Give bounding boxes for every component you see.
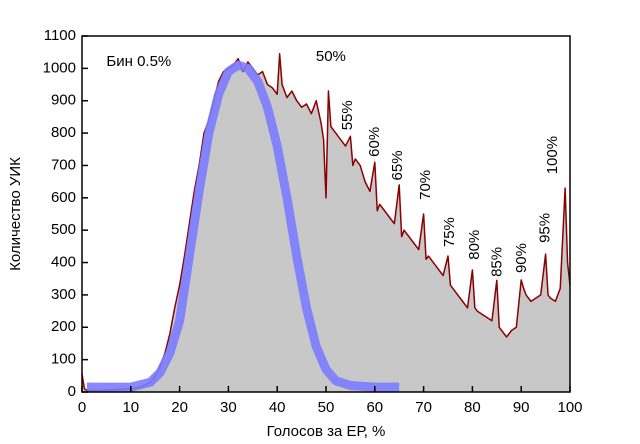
annotation: 90% xyxy=(513,243,530,273)
y-tick-label: 600 xyxy=(51,189,76,206)
annotation: 55% xyxy=(339,100,356,130)
y-tick-label: 0 xyxy=(68,383,76,400)
x-tick-label: 0 xyxy=(78,399,86,416)
annotation: 80% xyxy=(466,230,483,260)
x-tick-label: 30 xyxy=(220,399,237,416)
annotation: 50% xyxy=(316,48,346,65)
annotation: 100% xyxy=(544,136,561,174)
annotation: 95% xyxy=(537,213,554,243)
x-tick-label: 80 xyxy=(464,399,481,416)
annotation: 70% xyxy=(417,170,434,200)
x-tick-label: 60 xyxy=(366,399,383,416)
y-tick-label: 100 xyxy=(51,351,76,368)
y-tick-label: 200 xyxy=(51,318,76,335)
x-tick-label: 40 xyxy=(269,399,286,416)
x-tick-label: 10 xyxy=(122,399,139,416)
y-tick-label: 1000 xyxy=(43,59,76,76)
y-tick-label: 300 xyxy=(51,286,76,303)
line xyxy=(81,53,571,392)
y-tick-label: 500 xyxy=(51,221,76,238)
y-tick-label: 400 xyxy=(51,254,76,271)
line xyxy=(86,60,400,392)
area xyxy=(82,53,570,393)
annotation: Бин 0.5% xyxy=(106,53,171,70)
y-tick-label: 900 xyxy=(51,92,76,109)
annotation: 75% xyxy=(441,217,458,247)
x-axis-label: Голосов за ЕР, % xyxy=(267,423,386,440)
annotation: 65% xyxy=(389,150,406,180)
annotation: 60% xyxy=(366,127,383,157)
x-tick-label: 50 xyxy=(318,399,335,416)
x-tick-label: 70 xyxy=(415,399,432,416)
y-tick-label: 700 xyxy=(51,156,76,173)
y-tick-label: 800 xyxy=(51,124,76,141)
y-axis-label: Количество УИК xyxy=(7,157,24,271)
x-tick-label: 90 xyxy=(513,399,530,416)
x-tick-label: 100 xyxy=(557,399,582,416)
x-tick-label: 20 xyxy=(171,399,188,416)
annotation: 85% xyxy=(489,247,506,277)
y-tick-label: 1100 xyxy=(44,27,76,44)
